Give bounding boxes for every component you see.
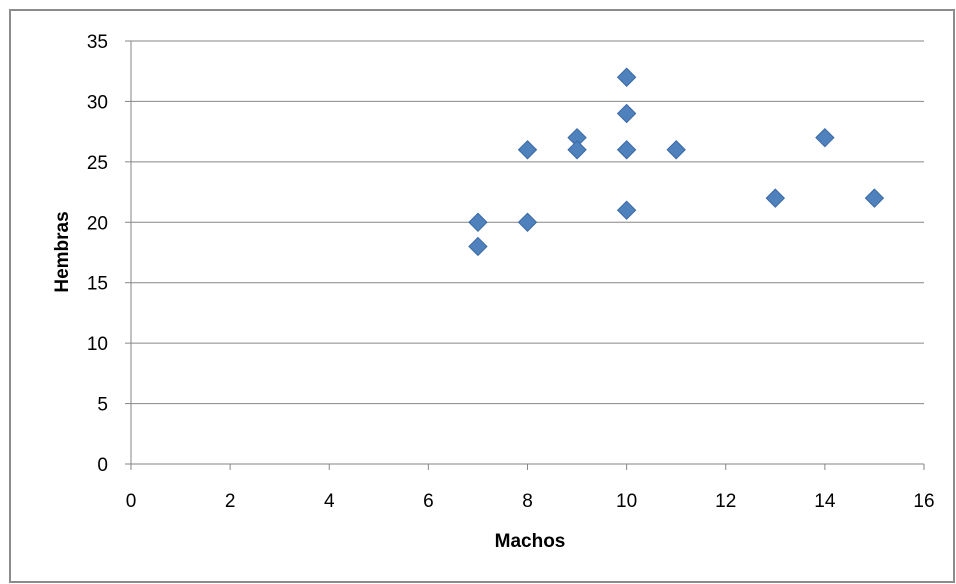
data-point <box>517 140 538 160</box>
data-point <box>765 188 786 208</box>
y-tick-label: 10 <box>87 334 108 355</box>
x-tick-label: 16 <box>913 491 934 512</box>
data-point <box>864 188 885 208</box>
data-point <box>468 236 488 257</box>
x-tick-label: 0 <box>126 491 137 512</box>
x-tick-label: 10 <box>616 491 637 512</box>
data-point <box>616 200 637 220</box>
y-tick-label: 20 <box>87 213 108 234</box>
y-tick-label: 5 <box>97 395 108 416</box>
y-tick-label: 0 <box>97 455 108 476</box>
y-tick-label: 35 <box>87 32 108 53</box>
data-point <box>616 103 637 124</box>
data-point <box>616 140 637 160</box>
x-tick-label: 2 <box>225 491 236 512</box>
data-point <box>666 140 686 160</box>
y-tick-label: 25 <box>87 153 108 174</box>
data-point <box>567 140 587 160</box>
chart-frame <box>9 9 955 583</box>
x-tick-label: 12 <box>715 491 736 512</box>
x-tick-label: 8 <box>522 491 533 512</box>
y-tick-label: 15 <box>87 274 108 295</box>
data-point <box>815 127 835 148</box>
gridlines <box>131 40 924 405</box>
x-tick-label: 4 <box>324 491 335 512</box>
y-tick-labels: 0 5 10 15 20 25 30 35 <box>87 32 108 476</box>
y-axis-title: Hembras <box>52 211 73 292</box>
data-point <box>468 212 488 232</box>
data-points <box>468 67 885 257</box>
x-tick-label: 14 <box>814 491 836 512</box>
data-point <box>616 67 637 87</box>
x-tick-labels: 0 2 4 6 8 10 12 14 16 <box>126 491 935 512</box>
x-tick-label: 6 <box>423 491 434 512</box>
x-axis-title: Machos <box>495 531 566 552</box>
data-point <box>517 212 538 232</box>
y-tick-label: 30 <box>87 92 108 113</box>
axes <box>125 40 925 470</box>
